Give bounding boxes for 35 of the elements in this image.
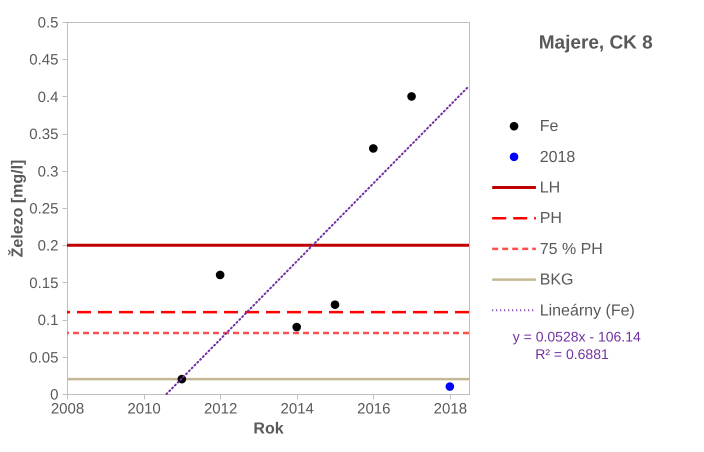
y-tick-label: 0.25 xyxy=(29,200,58,218)
y-tick-label: 0.1 xyxy=(38,312,58,330)
y-tick-label: 0.4 xyxy=(38,88,58,106)
point xyxy=(330,300,340,310)
text: R² = 0.6881 xyxy=(535,346,609,362)
legend-label: PH xyxy=(540,210,562,228)
point xyxy=(216,270,224,280)
point xyxy=(446,382,454,391)
y-tick-label: 0.05 xyxy=(29,349,58,366)
y-tick-label: 0.15 xyxy=(29,274,58,292)
point xyxy=(368,144,378,153)
legend-label: 2018 xyxy=(540,148,576,166)
x-tick-label: 2012 xyxy=(204,400,238,418)
x-tick-label: 2018 xyxy=(434,400,468,418)
y-tick-label: 0.3 xyxy=(38,163,58,180)
y-tick-label: 0.5 xyxy=(38,14,58,32)
legend-label: LH xyxy=(540,180,560,197)
text: Majere, CK 8 xyxy=(538,32,653,54)
legend-label: BKG xyxy=(540,272,574,289)
legend-label: Lineárny (Fe) xyxy=(540,302,635,320)
x-axis-title: Rok xyxy=(253,420,284,438)
x-tick-label: 2008 xyxy=(50,400,84,418)
point xyxy=(407,92,416,101)
point xyxy=(292,322,302,332)
y-axis-title: Železo [mg/l] xyxy=(7,160,26,258)
y-tick-label: 0 xyxy=(50,386,58,404)
x-tick-label: 2010 xyxy=(127,400,161,418)
legend-label: 75 % PH xyxy=(540,240,603,258)
y-tick-label: 0.2 xyxy=(38,238,58,255)
x-tick-label: 2014 xyxy=(280,400,314,418)
legend-label: Fe xyxy=(540,118,558,136)
y-tick-label: 0.45 xyxy=(29,52,58,69)
y-tick-label: 0.35 xyxy=(29,126,58,144)
x-tick-label: 2016 xyxy=(357,400,390,418)
text: y = 0.0528x - 106.14 xyxy=(512,328,641,344)
